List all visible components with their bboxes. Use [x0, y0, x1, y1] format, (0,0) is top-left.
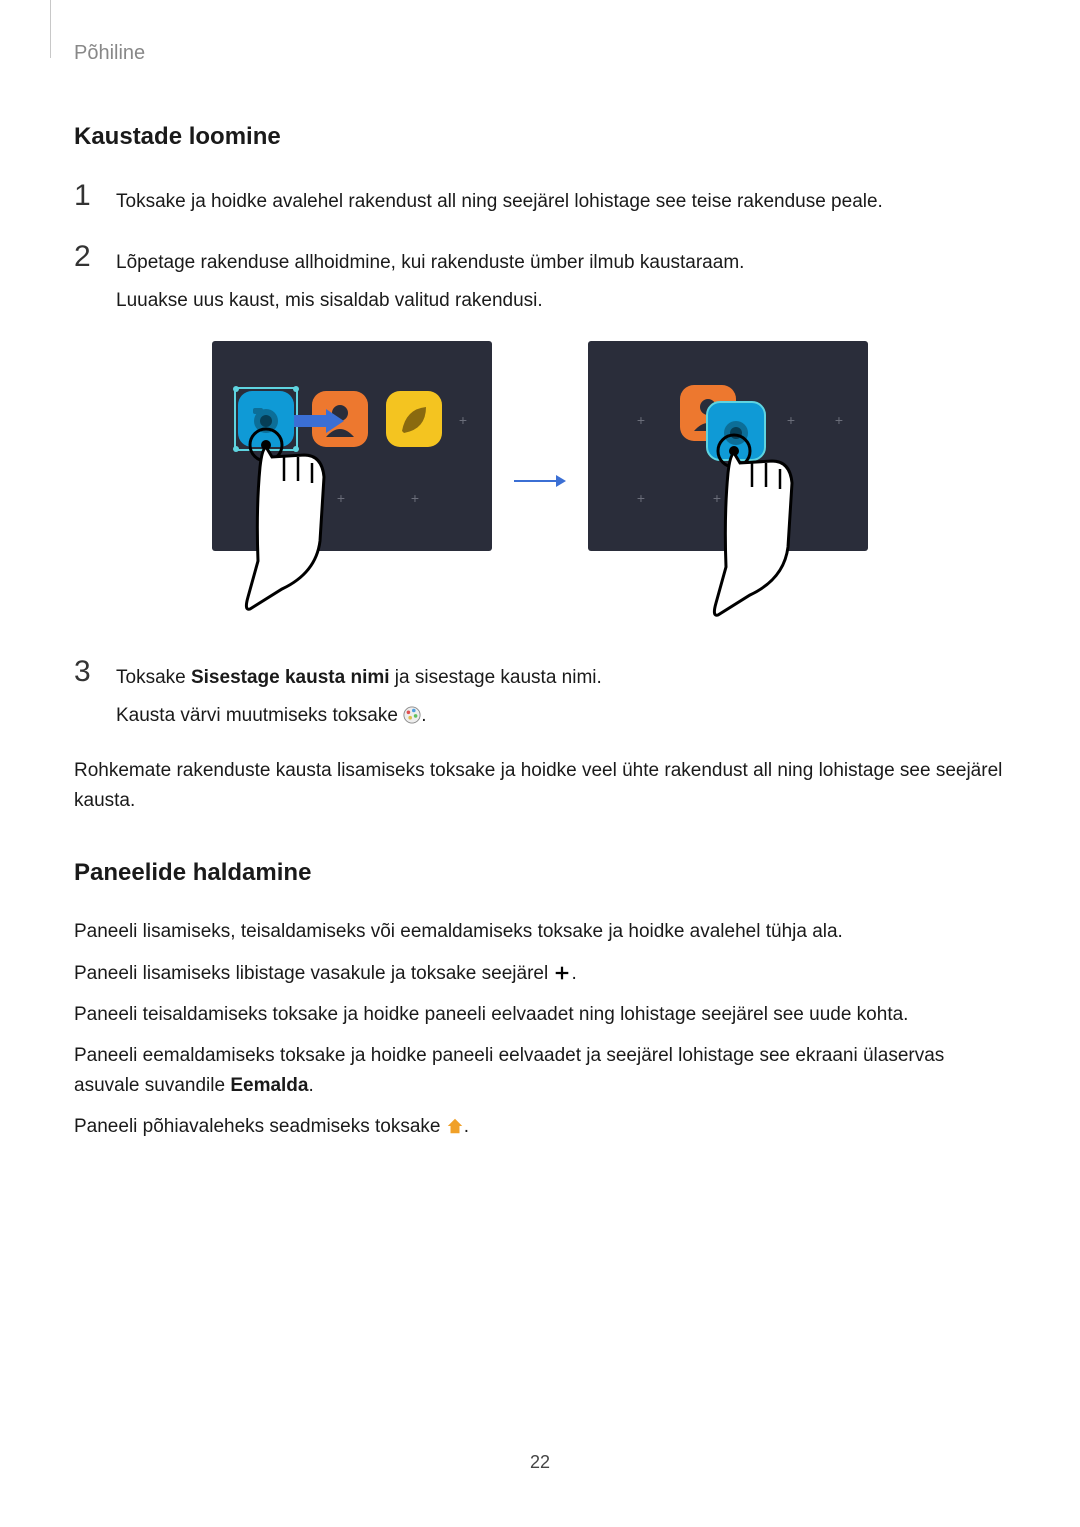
step-3-prefix: Toksake — [116, 667, 191, 688]
panels-p2: Paneeli lisamiseks libistage vasakule ja… — [74, 959, 1006, 988]
step-1: 1 Toksake ja hoidke avalehel rakendust a… — [74, 181, 1006, 216]
left-illustration-wrap: + + + — [212, 341, 492, 621]
grid-plus-icon: + — [410, 493, 420, 503]
hand-pointer-icon — [710, 427, 870, 627]
panels-p4-suffix: . — [308, 1075, 313, 1096]
right-illustration-wrap: + + + + + — [588, 341, 868, 621]
grid-plus-icon: + — [458, 415, 468, 425]
panels-p1: Paneeli lisamiseks, teisaldamiseks või e… — [74, 917, 1006, 946]
palette-icon — [403, 706, 421, 724]
panels-p5: Paneeli põhiavaleheks seadmiseks toksake… — [74, 1112, 1006, 1141]
step-3-sub: Kausta värvi muutmiseks toksake . — [116, 701, 602, 730]
left-margin-rule — [50, 0, 51, 58]
page: Põhiline Kaustade loomine 1 Toksake ja h… — [0, 0, 1080, 1527]
grid-plus-icon: + — [636, 493, 646, 503]
section-title-panels: Paneelide haldamine — [74, 859, 1006, 887]
step-3-sub-text: Kausta värvi muutmiseks toksake — [116, 705, 403, 726]
illustration-row: + + + — [74, 341, 1006, 621]
panels-p5-suffix: . — [464, 1116, 469, 1137]
page-number: 22 — [0, 1452, 1080, 1473]
panels-p2-prefix: Paneeli lisamiseks libistage vasakule ja… — [74, 963, 553, 984]
transition-arrow-icon — [512, 376, 568, 586]
section1-after-paragraph: Rohkemate rakenduste kausta lisamiseks t… — [74, 756, 1006, 815]
panels-p4: Paneeli eemaldamiseks toksake ja hoidke … — [74, 1041, 1006, 1100]
hand-pointer-icon — [242, 421, 402, 621]
step-3: 3 Toksake Sisestage kausta nimi ja sises… — [74, 657, 1006, 730]
panels-p4-bold: Eemalda — [230, 1075, 308, 1096]
step-2-line2: Luuakse uus kaust, mis sisaldab valitud … — [116, 286, 744, 315]
panels-p5-prefix: Paneeli põhiavaleheks seadmiseks toksake — [74, 1116, 446, 1137]
step-3-suffix: ja sisestage kausta nimi. — [390, 667, 602, 688]
breadcrumb: Põhiline — [74, 42, 1006, 65]
grid-plus-icon: + — [834, 415, 844, 425]
panels-p4-prefix: Paneeli eemaldamiseks toksake ja hoidke … — [74, 1045, 944, 1095]
step-1-text: Toksake ja hoidke avalehel rakendust all… — [116, 181, 883, 216]
home-icon — [446, 1117, 464, 1135]
section-title-folders: Kaustade loomine — [74, 123, 1006, 151]
step-3-text: Toksake Sisestage kausta nimi ja sisesta… — [116, 657, 602, 730]
step-number-2: 2 — [74, 242, 100, 315]
step-2-text: Lõpetage rakenduse allhoidmine, kui rake… — [116, 242, 744, 315]
plus-icon — [553, 964, 571, 982]
panels-p3: Paneeli teisaldamiseks toksake ja hoidke… — [74, 1000, 1006, 1029]
step-number-3: 3 — [74, 657, 100, 730]
grid-plus-icon: + — [636, 415, 646, 425]
step-3-bold: Sisestage kausta nimi — [191, 667, 390, 688]
step-number-1: 1 — [74, 181, 100, 216]
grid-plus-icon: + — [786, 415, 796, 425]
panels-p2-suffix: . — [571, 963, 576, 984]
step-2: 2 Lõpetage rakenduse allhoidmine, kui ra… — [74, 242, 1006, 315]
step-2-line1: Lõpetage rakenduse allhoidmine, kui rake… — [116, 252, 744, 273]
